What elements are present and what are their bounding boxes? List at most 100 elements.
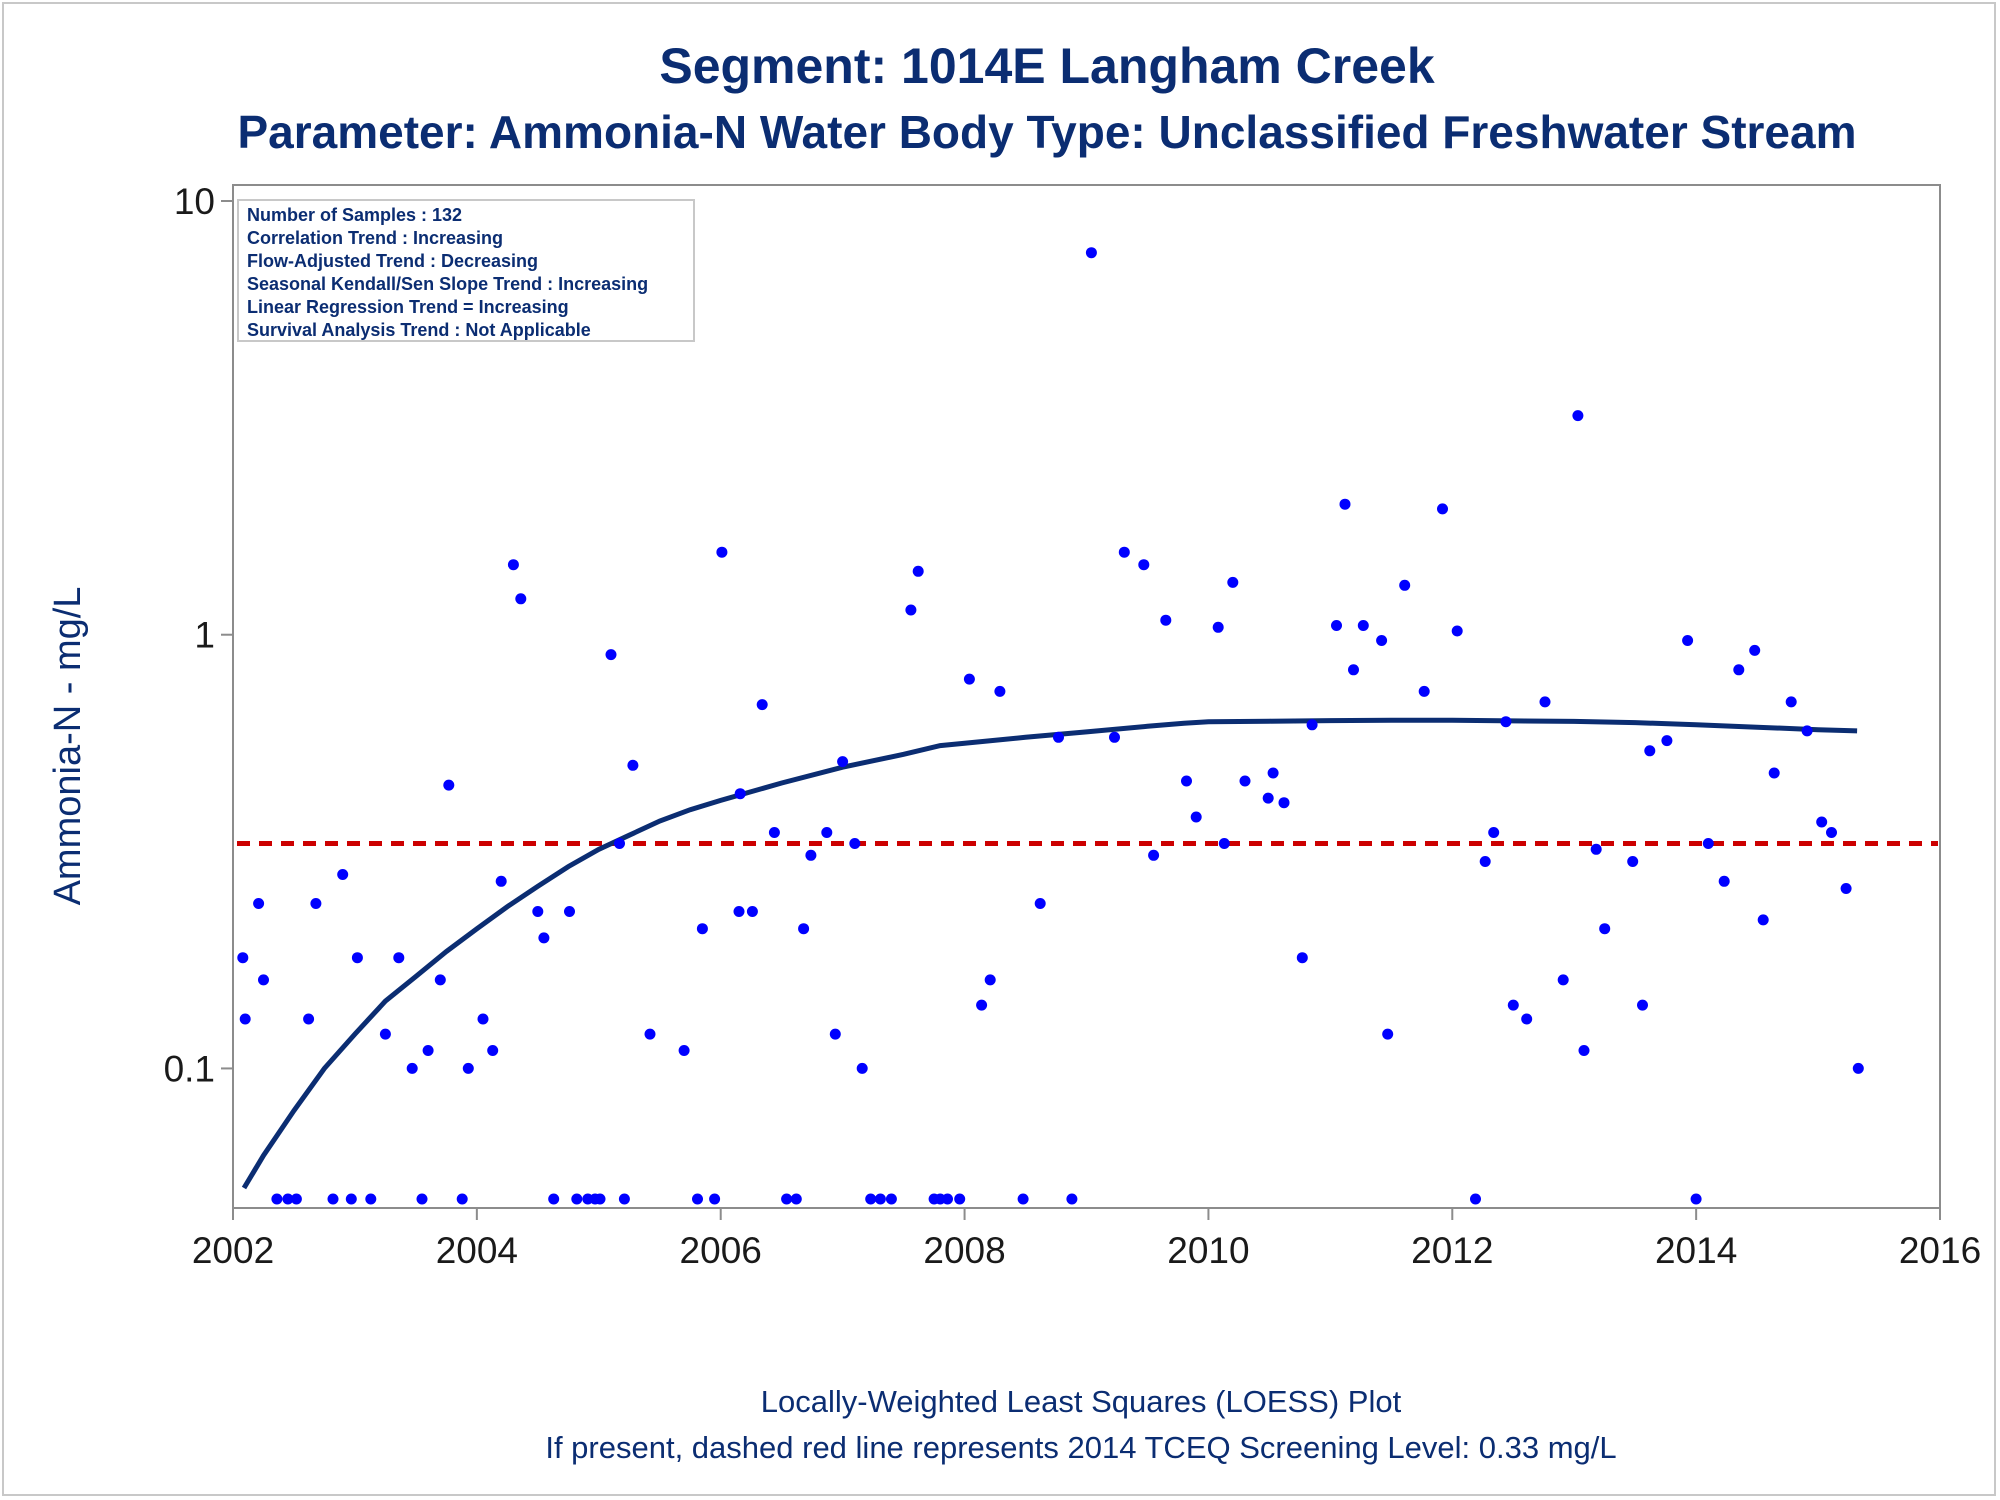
sample-point (594, 1193, 606, 1205)
sample-point (994, 685, 1006, 697)
y-tick-label: 10 (174, 181, 215, 222)
sample-point (1382, 1028, 1394, 1040)
sample-point (1218, 838, 1230, 849)
sample-point (1488, 827, 1500, 838)
y-tick-label: 1 (194, 615, 215, 656)
sample-point (798, 923, 810, 935)
sample-point (351, 952, 363, 964)
sample-point (1852, 1062, 1864, 1074)
sample-point (1376, 635, 1388, 646)
sample-point (239, 1013, 251, 1025)
sample-point (1507, 999, 1519, 1011)
sample-point (942, 1193, 953, 1205)
sample-point (1148, 849, 1160, 861)
sample-point (258, 974, 269, 986)
sample-point (1768, 767, 1780, 779)
sample-point (1227, 576, 1239, 588)
sample-point (696, 923, 708, 935)
x-tick-label: 2008 (923, 1230, 1005, 1271)
sample-point (1278, 797, 1290, 809)
sample-point (406, 1062, 418, 1074)
sample-point (1627, 856, 1639, 867)
x-tick-label: 2004 (436, 1230, 518, 1271)
sample-point (1109, 731, 1120, 743)
sample-point (1644, 745, 1656, 757)
sample-point (716, 546, 728, 558)
sample-point (416, 1193, 428, 1205)
sample-point (1451, 625, 1463, 637)
sample-point (1690, 1193, 1702, 1205)
sample-point (627, 759, 639, 771)
sample-point (746, 906, 758, 917)
sample-point (1160, 614, 1172, 626)
sample-point (768, 827, 780, 838)
sample-point (1418, 685, 1430, 697)
sample-point (1578, 1045, 1590, 1056)
sample-point (805, 849, 817, 861)
sample-point (1599, 923, 1611, 935)
sample-point (1749, 644, 1761, 656)
chart-subtitle: Parameter: Ammonia-N Water Body Type: Un… (238, 106, 1857, 158)
x-axis: 2002 2004 2006 2008 2010 2012 2014 2016 (192, 1208, 1981, 1271)
sample-point (885, 1193, 897, 1205)
sample-point (984, 974, 996, 986)
sample-point (912, 565, 924, 577)
x-tick-label: 2010 (1167, 1230, 1249, 1271)
sample-point (1826, 827, 1837, 838)
sample-point (1661, 735, 1673, 747)
sample-point (1053, 731, 1064, 743)
sample-point (1262, 792, 1274, 804)
sample-point (1181, 775, 1192, 787)
x-tick-label: 2006 (680, 1230, 762, 1271)
sample-point (1138, 559, 1150, 571)
sample-point (692, 1193, 703, 1205)
sample-point (849, 838, 861, 849)
sample-point (954, 1193, 966, 1205)
sample-point (976, 999, 988, 1011)
sample-point (1118, 546, 1130, 558)
sample-point (1017, 1193, 1029, 1205)
sample-point (1267, 767, 1279, 779)
sample-point (365, 1193, 377, 1205)
sample-point (1470, 1193, 1481, 1205)
sample-point (1357, 620, 1369, 631)
sample-point (1306, 719, 1318, 731)
sample-point (564, 906, 575, 917)
sample-point (477, 1013, 489, 1025)
footnote-loess: Locally-Weighted Least Squares (LOESS) P… (761, 1384, 1402, 1419)
sample-point (1816, 816, 1828, 828)
sample-point (644, 1028, 656, 1040)
sample-point (709, 1193, 721, 1205)
sample-point (253, 898, 265, 909)
sample-point (1066, 1193, 1078, 1205)
sample-point (963, 673, 975, 685)
sample-point (1801, 725, 1813, 737)
stats-box-border (237, 199, 695, 342)
sample-point (1437, 503, 1448, 515)
sample-point (310, 898, 322, 909)
sample-point (1034, 898, 1046, 909)
sample-point (462, 1062, 474, 1074)
sample-point (434, 974, 446, 986)
stats-flow-adjusted-trend: Flow-Adjusted Trend : Decreasing (247, 251, 538, 271)
sample-point (678, 1045, 690, 1056)
sample-point (237, 952, 249, 964)
x-tick-label: 2012 (1411, 1230, 1493, 1271)
loess-curve (241, 717, 1858, 1190)
y-tick-label: 0.1 (164, 1048, 215, 1089)
sample-point (379, 1028, 391, 1040)
sample-point (337, 869, 349, 880)
sample-point (1718, 875, 1730, 887)
sample-point (821, 827, 833, 838)
stats-sample-count: Number of Samples : 132 (247, 205, 462, 225)
sample-point (829, 1028, 841, 1040)
sample-point (1212, 621, 1224, 633)
stats-seasonal-kendall-trend: Seasonal Kendall/Sen Slope Trend : Incre… (247, 274, 648, 294)
sample-point (1702, 838, 1714, 849)
sample-point (1557, 974, 1569, 986)
sample-point (837, 756, 849, 768)
sample-point (1539, 696, 1551, 708)
sample-point (271, 1193, 283, 1205)
